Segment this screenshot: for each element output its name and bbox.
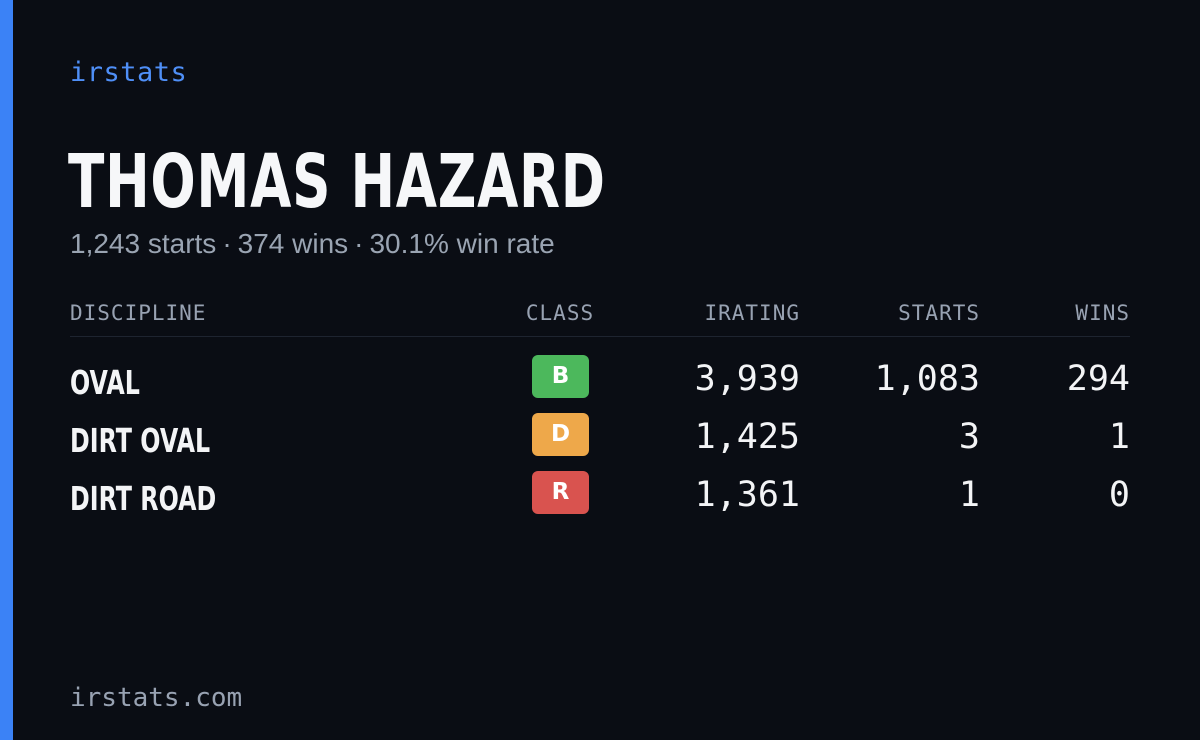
class-badge: R [532,471,589,514]
row-starts: 1 [958,475,980,515]
table-row: DIRT ROAD R 1,361 1 0 [70,469,1130,527]
row-irating: 1,425 [694,417,800,457]
table-row: DIRT OVAL D 1,425 3 1 [70,411,1130,469]
row-discipline: DIRT OVAL [70,421,211,460]
header-discipline: DISCIPLINE [70,301,207,325]
header-starts: STARTS [898,301,980,325]
row-starts: 1,083 [874,359,980,399]
header-class-label: CLASS [525,301,595,325]
row-starts: 3 [958,417,980,457]
class-badge: B [532,355,589,398]
brand-logo-text: irstats [70,57,188,88]
player-summary: 1,243 starts · 374 wins · 30.1% win rate [70,226,555,262]
summary-separator: · [354,228,364,259]
row-discipline: OVAL [70,363,140,402]
summary-wins: 374 wins [237,228,349,259]
row-irating: 3,939 [694,359,800,399]
header-wins: WINS [1075,301,1130,325]
summary-win-rate: 30.1% win rate [369,228,555,259]
row-irating: 1,361 [694,475,800,515]
table-header: DISCIPLINE CLASS IRATING STARTS WINS [70,296,1130,337]
row-wins: 294 [1066,359,1130,399]
player-name: THOMAS HAZARD [68,139,606,225]
table-row: OVAL B 3,939 1,083 294 [70,353,1130,411]
row-wins: 1 [1108,417,1130,457]
table-body: OVAL B 3,939 1,083 294 DIRT OVAL D 1,425… [70,353,1130,527]
accent-bar [0,0,13,740]
header-irating: IRATING [704,301,800,325]
class-badge: D [532,413,589,456]
footer-domain: irstats.com [70,683,243,713]
discipline-table: DISCIPLINE CLASS IRATING STARTS WINS OVA… [70,296,1130,527]
summary-starts: 1,243 starts [70,228,217,259]
row-wins: 0 [1108,475,1130,515]
summary-separator: · [222,228,232,259]
row-discipline: DIRT ROAD [70,479,217,518]
